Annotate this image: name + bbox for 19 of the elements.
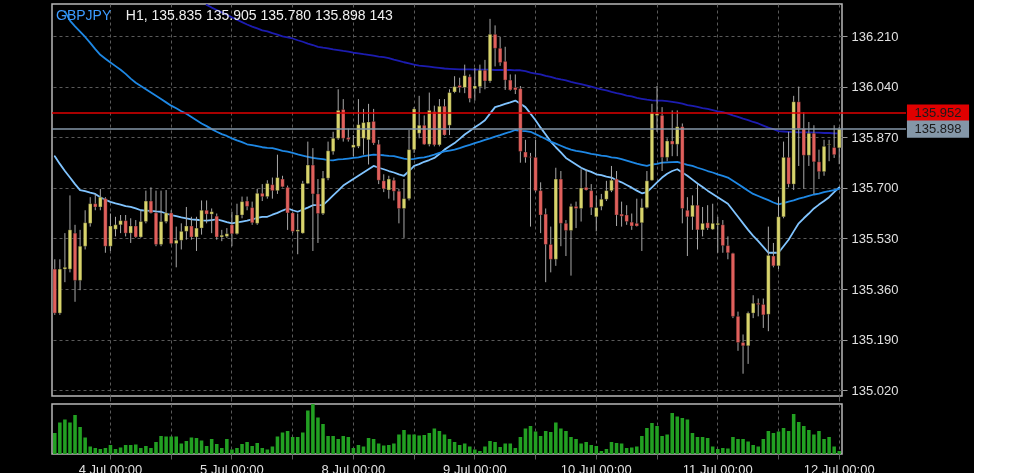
line-series — [53, 99, 841, 254]
y-tick-label: 136.210 — [851, 28, 899, 44]
ref-line-label: 135.898 — [914, 121, 962, 137]
y-tick-label: 135.360 — [851, 281, 899, 297]
x-tick-label: 8 Jul 00:00 — [321, 461, 386, 473]
y-tick-label: 136.040 — [851, 79, 899, 95]
x-tick-label: 11 Jul 00:00 — [682, 461, 753, 473]
x-tick-label: 9 Jul 00:00 — [443, 461, 507, 473]
x-tick-label: 10 Jul 00:00 — [560, 461, 632, 473]
candlestick — [827, 139, 832, 162]
y-tick-label: 135.530 — [851, 230, 899, 246]
y-tick-label: 135.870 — [851, 129, 899, 145]
x-tick-label: 4 Jul 00:00 — [78, 461, 143, 473]
ref-line-label: 135.952 — [914, 105, 962, 121]
y-tick-label: 135.190 — [851, 332, 899, 348]
y-tick-label: 135.020 — [851, 382, 899, 398]
x-tick-label: 5 Jul 00:00 — [200, 461, 264, 473]
y-tick-label: 135.700 — [851, 180, 899, 196]
x-tick-label: 12 Jul 00:00 — [803, 461, 875, 473]
